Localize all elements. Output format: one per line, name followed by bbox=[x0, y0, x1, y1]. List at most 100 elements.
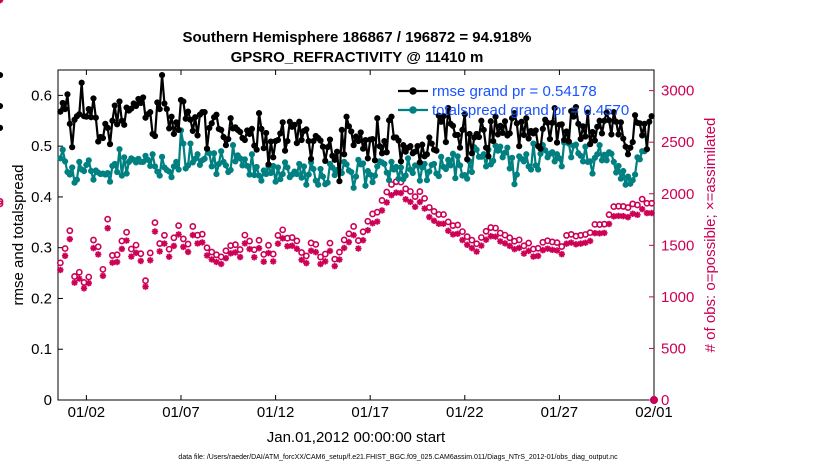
rmse-series-point bbox=[532, 127, 539, 134]
asterisk-stroke bbox=[289, 242, 296, 249]
rmse-series-point bbox=[293, 140, 300, 147]
rmse-series-point bbox=[565, 138, 572, 145]
obs-assimilated-point bbox=[359, 237, 367, 244]
rmse-series-point bbox=[310, 137, 317, 145]
totalspread-series-point bbox=[104, 169, 111, 177]
rmse-series-point bbox=[438, 118, 445, 125]
rmse-series-point bbox=[184, 108, 192, 115]
totalspread-series-point bbox=[121, 154, 128, 161]
asterisk-stroke bbox=[383, 199, 390, 206]
rmse-series-point bbox=[456, 144, 464, 151]
asterisk-stroke bbox=[213, 259, 220, 265]
rmse-series-point bbox=[383, 149, 390, 156]
totalspread-series-point bbox=[409, 169, 416, 177]
rmse-series-point bbox=[589, 128, 596, 136]
totalspread-series-point bbox=[352, 173, 360, 180]
obs-assimilated-point bbox=[184, 248, 192, 256]
asterisk-stroke bbox=[558, 251, 565, 258]
asterisk-stroke bbox=[185, 249, 191, 255]
obs-assimilated-point bbox=[355, 245, 362, 252]
obs-assimilated-point bbox=[227, 250, 234, 257]
asterisk-stroke bbox=[530, 253, 537, 260]
y-tick-label-left: 0.5 bbox=[31, 138, 52, 155]
rmse-series-point bbox=[348, 128, 355, 135]
rmse-series-point bbox=[341, 151, 348, 158]
rmse-series-point bbox=[617, 119, 624, 126]
totalspread-series-point bbox=[454, 153, 461, 160]
totalspread-series-point bbox=[168, 174, 175, 181]
totalspread-series-point bbox=[558, 163, 565, 170]
obs-possible-point bbox=[85, 273, 93, 281]
rmse-series-point bbox=[359, 145, 367, 152]
totalspread-series-point bbox=[610, 158, 617, 165]
obs-assimilated-point bbox=[147, 257, 154, 264]
obs-possible-point bbox=[293, 237, 301, 245]
totalspread-series-point bbox=[208, 163, 215, 170]
asterisk-stroke bbox=[341, 245, 348, 251]
totalspread-series-point bbox=[144, 156, 151, 163]
obs-possible-point bbox=[421, 194, 428, 202]
rmse-series-point bbox=[132, 102, 140, 110]
obs-assimilated-point bbox=[303, 259, 310, 267]
totalspread-series-point bbox=[343, 161, 350, 168]
x-axis: 01/02 01/07 01/12 01/17 01/22 01/27 02/01 bbox=[68, 70, 673, 421]
obs-possible-point bbox=[222, 247, 230, 255]
legend-label: rmse grand pr = 0.54178 bbox=[432, 83, 597, 100]
asterisk-stroke bbox=[204, 252, 210, 259]
obs-assimilated-point bbox=[459, 236, 466, 244]
asterisk-stroke bbox=[322, 258, 329, 265]
obs-assimilated-point bbox=[482, 236, 490, 243]
totalspread-series-point bbox=[449, 150, 457, 157]
obs-assimilated-point bbox=[345, 238, 353, 246]
rmse-series-point bbox=[459, 126, 466, 134]
obs-possible-point bbox=[558, 243, 566, 250]
totalspread-series-point bbox=[556, 155, 563, 162]
obs-possible-point bbox=[170, 234, 178, 242]
rmse-series-point bbox=[317, 137, 324, 144]
totalspread-series-point bbox=[404, 155, 412, 162]
totalspread-series-point bbox=[601, 151, 608, 158]
totalspread-series-point bbox=[80, 167, 88, 175]
y-tick-label-right: 2000 bbox=[661, 186, 694, 203]
rmse-series-point bbox=[284, 137, 291, 145]
y-tick-label-left: 0.6 bbox=[31, 87, 52, 104]
totalspread-series-point bbox=[501, 149, 509, 156]
totalspread-series-point bbox=[613, 169, 620, 176]
totalspread-series-point bbox=[530, 140, 537, 147]
rmse-series-point bbox=[192, 114, 199, 121]
asterisk-stroke bbox=[487, 233, 494, 240]
obs-assimilated-point bbox=[208, 256, 215, 263]
totalspread-series-point bbox=[577, 152, 584, 159]
legend: rmse grand pr = 0.54178 totalspread grand… bbox=[398, 83, 629, 119]
rmse-series-point bbox=[222, 142, 230, 149]
asterisk-stroke bbox=[57, 267, 64, 273]
obs-possible-point bbox=[288, 234, 296, 241]
rmse-series-point bbox=[553, 139, 561, 146]
asterisk-stroke bbox=[237, 254, 244, 260]
totalspread-series-point bbox=[447, 162, 454, 169]
asterisk-stroke bbox=[95, 251, 102, 258]
asterisk-stroke bbox=[137, 258, 144, 264]
rmse-series-point bbox=[575, 120, 582, 127]
obs-assimilated-point bbox=[407, 198, 414, 206]
asterisk-stroke bbox=[345, 239, 352, 246]
asterisk-stroke bbox=[298, 256, 305, 263]
x-tick-label: 01/02 bbox=[68, 404, 106, 421]
obs-assimilated-point bbox=[142, 283, 149, 290]
asterisk-stroke bbox=[601, 230, 608, 236]
obs-assimilated-point bbox=[66, 235, 74, 243]
asterisk-stroke bbox=[606, 221, 612, 227]
obs-possible-point bbox=[236, 246, 244, 253]
totalspread-series-point bbox=[194, 151, 201, 158]
rmse-series-point bbox=[482, 144, 490, 151]
obs-assimilated-point bbox=[118, 245, 126, 253]
obs-assimilated-point bbox=[525, 247, 532, 255]
totalspread-series-point bbox=[277, 176, 284, 183]
asterisk-stroke bbox=[218, 261, 225, 267]
rmse-series-point bbox=[381, 137, 388, 145]
obs-possible-point bbox=[416, 188, 424, 195]
asterisk-stroke bbox=[388, 192, 395, 199]
asterisk-stroke bbox=[497, 238, 504, 245]
totalspread-series-point bbox=[227, 166, 234, 174]
asterisk-stroke bbox=[464, 241, 471, 248]
